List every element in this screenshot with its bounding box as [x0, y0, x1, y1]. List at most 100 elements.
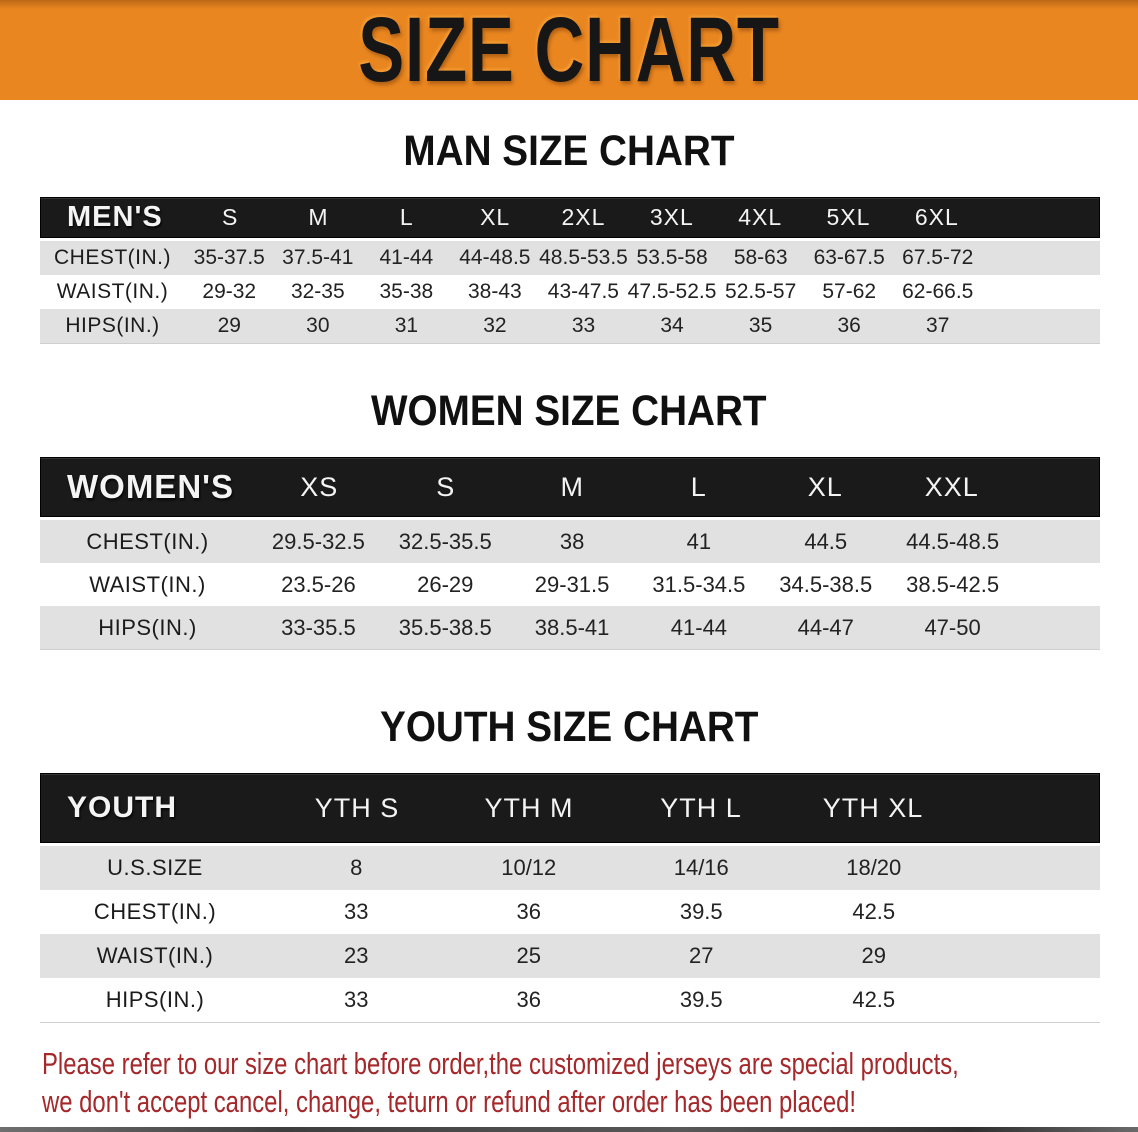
size-value: 42.5 [852, 987, 896, 1012]
size-value: 35-37.5 [193, 246, 265, 269]
row-label: HIPS(IN.) [105, 987, 205, 1012]
youth-size-section: YOUTH SIZE CHART YOUTH YTH S YTH M YTH L YTH… [0, 702, 1138, 1023]
size-value: 38-43 [468, 280, 522, 303]
youth-size-heading-text: YOUTH SIZE CHART [379, 703, 759, 751]
size-value: 58-63 [733, 246, 788, 269]
size-value: 33 [344, 899, 369, 924]
women-size-heading-text: WOMEN SIZE CHART [371, 387, 767, 435]
row-filler [960, 846, 1100, 890]
size-value: 32 [483, 314, 507, 337]
men-col-header-5: 3XL [649, 204, 694, 230]
row-label: CHEST(IN.) [93, 899, 217, 924]
youth-col-header-3: YTH XL [822, 792, 924, 823]
size-value: 36 [837, 314, 861, 337]
size-value: 44.5 [804, 528, 848, 554]
size-value: 41 [686, 528, 712, 554]
men-col-header-3: XL [480, 204, 511, 230]
row-filler [982, 309, 1100, 343]
size-value: 25 [516, 943, 541, 968]
size-value: 14/16 [673, 855, 729, 880]
women-table-row-0: CHEST(IN.) 29.5-32.5 32.5-35.5 38 41 44.5 44.5… [40, 520, 1100, 563]
header-filler [959, 774, 1099, 842]
size-value: 33 [344, 987, 369, 1012]
row-filler [1016, 520, 1100, 563]
size-value: 48.5-53.5 [539, 246, 628, 269]
women-col-header-3: L [690, 471, 707, 502]
header-filler [981, 198, 1099, 237]
size-value: 34 [660, 314, 684, 337]
youth-table-row-1: CHEST(IN.) 33 36 39.5 42.5 [40, 890, 1100, 934]
size-value: 41-44 [670, 614, 728, 640]
men-col-header-6: 4XL [738, 204, 783, 230]
men-table-row-0: CHEST(IN.) 35-37.5 37.5-41 41-44 44-48.5 48.5… [40, 241, 1100, 275]
men-col-header-2: L [399, 204, 414, 230]
men-header-row: MEN'S S M L XL 2XL 3XL 4XL 5XL 6XL [40, 197, 1100, 238]
size-value: 29-32 [202, 280, 257, 303]
women-corner-label: WOMEN'S [67, 468, 235, 505]
women-col-header-5: XXL [924, 471, 979, 502]
disclaimer-line-2: we don't accept cancel, change, teturn o… [42, 1084, 857, 1119]
page-title: SIZE CHART [358, 0, 780, 101]
women-table-row-1: WAIST(IN.) 23.5-26 26-29 29-31.5 31.5-34.5 34… [40, 563, 1100, 606]
size-value: 29 [861, 943, 886, 968]
row-label: HIPS(IN.) [98, 614, 197, 640]
banner: SIZE CHART [0, 0, 1138, 100]
youth-col-header-0: YTH S [314, 792, 400, 823]
size-value: 34.5-38.5 [779, 571, 873, 597]
man-size-section: MAN SIZE CHART MEN'S S M L XL 2XL 3XL 4XL 5XL 6XL… [0, 126, 1138, 344]
women-table-row-2: HIPS(IN.) 33-35.5 35.5-38.5 38.5-41 41-44 44-… [40, 606, 1100, 649]
row-filler [1016, 563, 1100, 606]
youth-table-row-3: HIPS(IN.) 33 36 39.5 42.5 [40, 978, 1100, 1022]
man-size-table: MEN'S S M L XL 2XL 3XL 4XL 5XL 6XL CHEST(IN.) 35-37… [40, 197, 1100, 344]
size-value: 67.5-72 [902, 246, 974, 269]
youth-col-header-1: YTH M [484, 792, 574, 823]
disclaimer: Please refer to our size chart before or… [0, 1045, 1138, 1121]
row-filler [982, 241, 1100, 275]
men-col-header-7: 5XL [826, 204, 871, 230]
women-col-header-1: S [436, 471, 456, 502]
men-table-row-2: HIPS(IN.) 29 30 31 32 33 34 35 36 37 [40, 309, 1100, 343]
row-label: WAIST(IN.) [89, 571, 206, 597]
row-filler [960, 890, 1100, 934]
size-value: 41-44 [379, 246, 434, 269]
size-value: 44.5-48.5 [906, 528, 1000, 554]
men-col-header-1: M [308, 204, 329, 230]
size-value: 42.5 [852, 899, 896, 924]
man-size-heading-text: MAN SIZE CHART [403, 127, 735, 175]
size-value: 33-35.5 [281, 614, 356, 640]
size-value: 37.5-41 [282, 246, 354, 269]
men-table-row-1: WAIST(IN.) 29-32 32-35 35-38 38-43 43-47.5 47.… [40, 275, 1100, 309]
size-value: 23 [344, 943, 369, 968]
size-value: 35.5-38.5 [398, 614, 492, 640]
row-label: CHEST(IN.) [54, 246, 171, 269]
size-value: 39.5 [679, 899, 723, 924]
row-label: WAIST(IN.) [56, 280, 169, 303]
size-value: 32.5-35.5 [398, 528, 492, 554]
size-value: 62-66.5 [902, 280, 974, 303]
women-size-heading: WOMEN SIZE CHART [0, 386, 1138, 436]
row-filler [1016, 606, 1100, 649]
size-value: 33 [571, 314, 596, 337]
size-value: 26-29 [417, 571, 474, 597]
size-value: 31 [394, 314, 419, 337]
youth-size-table: YOUTH YTH S YTH M YTH L YTH XL U.S.SIZE 8 10/12… [40, 773, 1100, 1023]
size-value: 47-50 [924, 614, 981, 640]
youth-size-heading: YOUTH SIZE CHART [0, 702, 1138, 752]
size-value: 32-35 [290, 280, 345, 303]
youth-table-row-0: U.S.SIZE 8 10/12 14/16 18/20 [40, 846, 1100, 890]
youth-corner-label: YOUTH [67, 791, 177, 824]
size-value: 35 [748, 314, 773, 337]
size-value: 44-48.5 [459, 246, 531, 269]
size-value: 36 [516, 987, 541, 1012]
bottom-edge-strip [0, 1127, 1138, 1132]
size-value: 27 [689, 943, 714, 968]
size-value: 39.5 [679, 987, 723, 1012]
youth-header-row: YOUTH YTH S YTH M YTH L YTH XL [40, 773, 1100, 843]
row-label: HIPS(IN.) [65, 314, 160, 337]
size-value: 23.5-26 [281, 571, 356, 597]
women-size-table: WOMEN'S XS S M L XL XXL CHEST(IN.) 29.5-32.5 32.5… [40, 457, 1100, 650]
women-col-header-4: XL [807, 471, 843, 502]
size-value: 44-47 [797, 614, 854, 640]
size-value: 63-67.5 [813, 246, 885, 269]
